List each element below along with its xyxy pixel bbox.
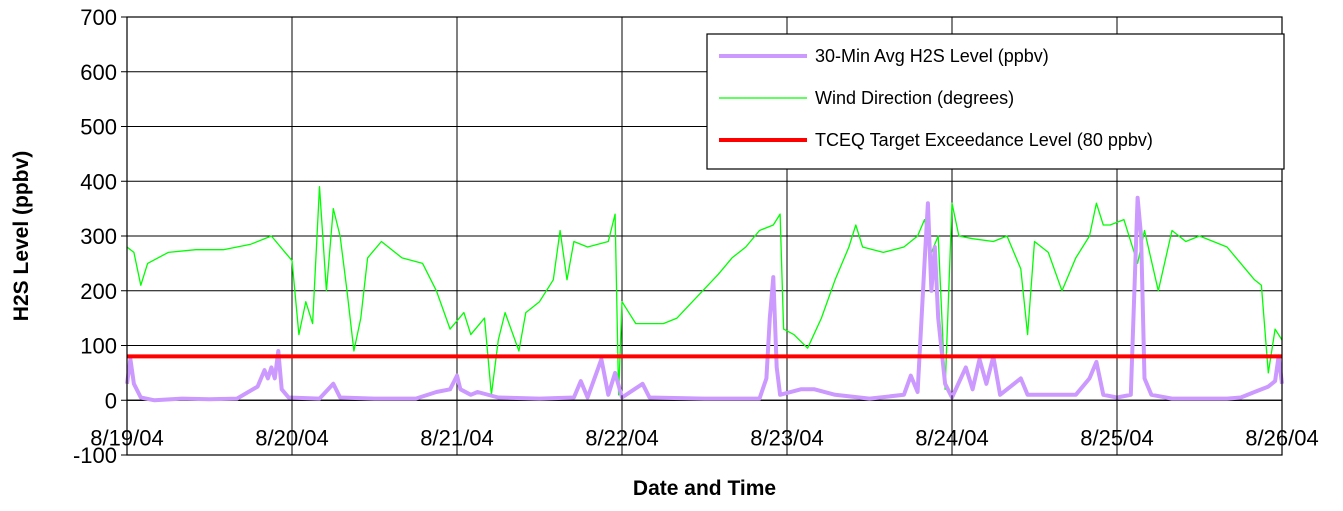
y-tick-label: 200 xyxy=(80,279,117,304)
y-tick-label: -100 xyxy=(73,443,117,468)
x-tick-label: 8/26/04 xyxy=(1245,425,1318,450)
x-tick-label: 8/22/04 xyxy=(585,425,658,450)
y-tick-label: 500 xyxy=(80,115,117,140)
x-tick-label: 8/23/04 xyxy=(750,425,823,450)
legend-label: TCEQ Target Exceedance Level (80 ppbv) xyxy=(815,130,1153,150)
series-line-0 xyxy=(125,195,1284,403)
x-tick-label: 8/21/04 xyxy=(420,425,493,450)
x-axis-title: Date and Time xyxy=(633,477,776,500)
y-tick-label: 700 xyxy=(80,5,117,30)
x-tick-label: 8/25/04 xyxy=(1080,425,1153,450)
x-axis-ticks: 8/19/04 8/20/04 8/21/04 8/22/04 8/23/04 8/24/… xyxy=(90,395,1319,450)
y-tick-label: 400 xyxy=(80,169,117,194)
x-tick-label: 8/19/04 xyxy=(90,425,163,450)
y-tick-label: 100 xyxy=(80,334,117,359)
legend-label: 30-Min Avg H2S Level (ppbv) xyxy=(815,46,1049,66)
y-tick-label: 0 xyxy=(105,388,117,413)
x-tick-label: 8/24/04 xyxy=(915,425,988,450)
plot-series xyxy=(125,186,1284,403)
y-axis-title: H2S Level (ppbv) xyxy=(10,151,33,321)
y-axis-ticks: 700 600 500 400 300 200 100 0 -100 xyxy=(73,5,127,468)
legend-label: Wind Direction (degrees) xyxy=(815,88,1014,108)
series-line-1 xyxy=(126,186,1283,396)
legend: 30-Min Avg H2S Level (ppbv) Wind Directio… xyxy=(706,33,1285,170)
x-tick-label: 8/20/04 xyxy=(255,425,328,450)
y-tick-label: 600 xyxy=(80,60,117,85)
y-tick-label: 300 xyxy=(80,224,117,249)
